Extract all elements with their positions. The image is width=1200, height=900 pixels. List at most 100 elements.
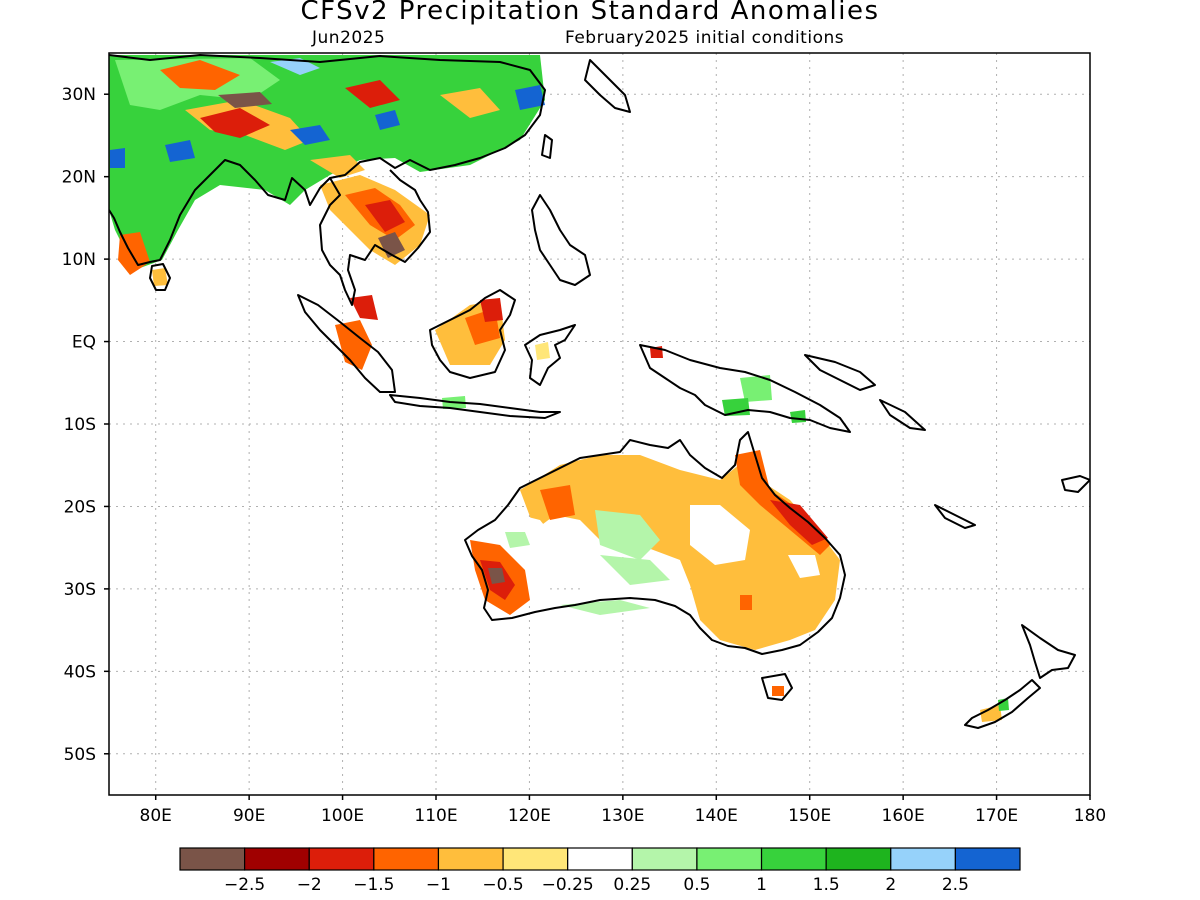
lon-tick-label: 120E [508,806,551,826]
anomaly-region-australia-dry [520,455,840,650]
colorbar-label: −0.5 [482,875,523,895]
lon-tick-label: 170E [975,806,1018,826]
anomaly-region-sulawesi [535,342,550,360]
colorbar-label: −1 [426,875,451,895]
anomaly-region-asia-dry [310,155,365,178]
anomaly-region-asia-wet [270,58,320,75]
axis-ticks: 30N 20N 10N EQ 10S 20S 30S 40S 50S 80E 90E 100E 110E… [62,85,1107,826]
lat-tick-label: 10N [62,250,96,270]
colorbar-swatch [373,847,440,871]
lon-tick-label: 180 [1074,806,1106,826]
colorbar-swatch [890,847,956,871]
coastline-sulawesi [524,324,576,386]
colorbar-swatch [954,847,1021,871]
anomaly-region-asia-dry [345,80,400,108]
anomaly-region-asia-wet [290,125,330,145]
anomaly-region-wa-dry [488,568,505,584]
coastline-indochina [319,169,431,306]
lon-tick-label: 90E [233,806,265,826]
anomaly-region-qld-dry [770,500,828,545]
anomaly-region-asia-wet [110,148,125,168]
anomaly-region-australia-neutral [690,505,750,565]
colorbar-label: 1.5 [813,875,840,895]
lat-tick-label: 20N [62,168,96,188]
coastline-borneo [429,289,516,379]
lon-tick-label: 80E [140,806,172,826]
anomaly-region-newguinea-wet [790,410,806,423]
anomaly-region-asia-wet [375,110,400,130]
lat-tick-label: 10S [64,415,96,435]
forecast-month: Jun2025 [312,28,386,48]
colorbar-swatch [502,847,569,871]
coastline-nz-south [964,679,1041,729]
coastline-japan [584,59,631,113]
coastlines [109,54,1090,729]
anomaly-region-australia-wet [505,532,530,548]
lon-tick-label: 160E [882,806,925,826]
colorbar-swatch [825,847,892,871]
colorbar-swatch [696,847,763,871]
coastline-fiji [1061,475,1090,493]
coastline-philippines [531,194,591,286]
colorbar-label: −0.25 [542,875,594,895]
lat-tick-label: 30S [64,580,96,600]
coastline-new-guinea [639,344,851,433]
colorbar-label: 2.5 [942,875,969,895]
anomaly-region-tas-dry [772,686,784,696]
anomaly-region-asia-dry [160,60,240,90]
lon-tick-label: 100E [321,806,364,826]
coastline-new-caledonia [934,504,976,529]
lon-tick-label: 110E [414,806,457,826]
anomaly-region-asia-wet [515,85,545,110]
colorbar-label: −2 [297,875,322,895]
anomaly-region-sa-dry [740,595,752,610]
colorbar-label: 1 [756,875,767,895]
colorbar-swatch [760,847,827,871]
anomaly-region-asia-dry [200,108,270,138]
anomaly-region-australia-wet [600,555,670,585]
lon-tick-label: 130E [601,806,644,826]
lat-tick-label: 30N [62,85,96,105]
anomaly-field [109,55,1009,722]
coastline-nz-north [1021,624,1076,679]
colorbar-swatch [244,847,310,871]
anomaly-region-asia-dry [440,88,500,118]
colorbar-swatch [567,847,633,871]
colorbar-label: −2.5 [224,875,265,895]
coastline-australia [464,431,846,655]
anomaly-region-sumatra-dry [350,295,378,320]
anomaly-region-indochina-dry [365,200,405,232]
lat-tick-label: EQ [72,333,96,353]
colorbar-label: 0.5 [683,875,710,895]
anomaly-region-sumatra-dry [335,320,372,370]
anomaly-region-newguinea-wet [740,375,772,402]
anomaly-region-nz-dry [980,705,1002,722]
colorbar: −2.5 −2 −1.5 −1 −0.5 −0.25 0.25 0.5 1 1.5 2 2.5 [179,847,1021,895]
anomaly-region-nz-wet [998,698,1009,711]
coastline-sumatra [297,294,396,393]
lat-tick-label: 40S [64,662,96,682]
colorbar-label: −1.5 [353,875,394,895]
coastline-taiwan [541,134,553,159]
colorbar-swatch [179,847,246,871]
coastline-sri-lanka [149,263,171,291]
anomaly-region-ceylon [152,268,168,286]
colorbar-label: 2 [885,875,896,895]
anomaly-region-east-aus-neutral [788,555,820,578]
colorbar-label: 0.25 [613,875,651,895]
anomaly-region-asia-dry [218,92,272,108]
anomaly-region-asia-wet [165,140,195,162]
coastline-bismarck [804,354,876,391]
anomaly-region-australia-wet [595,510,660,560]
coastline-java [389,394,561,419]
lat-tick-label: 20S [64,497,96,517]
anomaly-region-wa-dry [540,485,575,520]
lat-tick-label: 50S [64,745,96,765]
colorbar-swatch [437,847,504,871]
initial-conditions: February2025 initial conditions [565,28,845,48]
lon-tick-label: 150E [788,806,831,826]
lon-tick-label: 140E [695,806,738,826]
chart-title: CFSv2 Precipitation Standard Anomalies [300,0,880,26]
anomaly-region-borneo-dry [480,298,503,322]
